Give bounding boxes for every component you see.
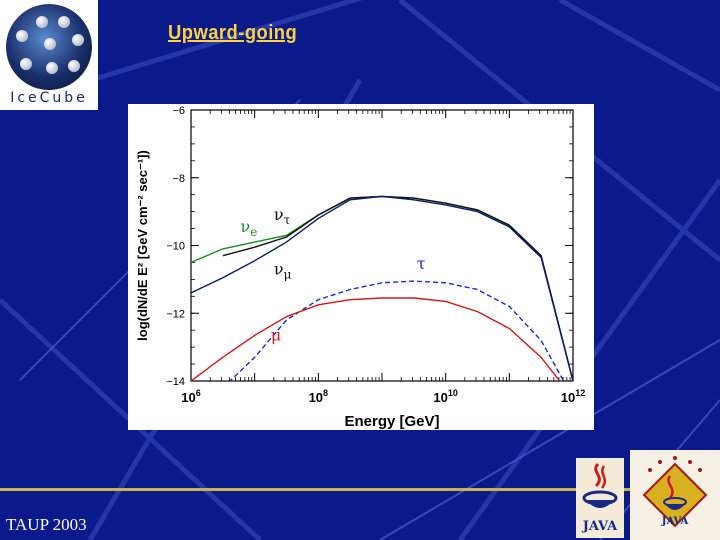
- series-line: [222, 195, 573, 381]
- y-tick-label: −14: [166, 376, 185, 388]
- y-tick-label: −6: [172, 105, 185, 117]
- footer-text: TAUP 2003: [6, 515, 87, 534]
- x-tick-label: 1010: [433, 388, 457, 405]
- series-label: νμ: [274, 259, 292, 281]
- x-tick-label: 106: [181, 388, 200, 405]
- x-tick-label: 1012: [561, 388, 585, 405]
- y-tick-label: −12: [166, 308, 185, 320]
- series-label: ντ: [274, 205, 291, 227]
- series-line: [228, 280, 565, 381]
- x-tick-label: 108: [309, 388, 328, 405]
- java-award-text: JAVA: [661, 516, 689, 527]
- y-tick-label: −8: [172, 173, 185, 185]
- plot-panel: −6 −8 −10 −12 −14 106 108 1010 1012 Energy [GeV] l…: [128, 104, 594, 430]
- y-axis-label: log(dN/dE E² [GeV cm⁻² sec⁻¹]): [135, 150, 150, 341]
- series-label: νe: [241, 217, 258, 239]
- java-award-badge-icon: JAVA: [630, 450, 720, 540]
- icecube-logo: IceCube: [0, 0, 98, 110]
- slide-title: Upward-going: [168, 22, 298, 44]
- java-logo-text: JAVA: [582, 519, 618, 534]
- series-label: τ: [417, 254, 426, 273]
- y-tick-label: −10: [166, 241, 185, 253]
- logo-text: IceCube: [10, 90, 88, 106]
- series-label: μ: [271, 325, 281, 344]
- series-line: [191, 195, 573, 381]
- x-axis-label: Energy [GeV]: [344, 413, 439, 430]
- icecube-logo-icon: [6, 4, 92, 90]
- java-logo-icon: JAVA: [576, 458, 624, 538]
- series-line: [191, 297, 561, 381]
